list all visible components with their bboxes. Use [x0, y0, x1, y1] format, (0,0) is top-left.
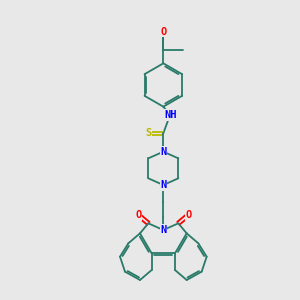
Text: O: O: [185, 210, 191, 220]
Text: N: N: [160, 180, 167, 190]
Text: O: O: [135, 210, 142, 220]
Text: NH: NH: [165, 110, 177, 120]
Text: O: O: [160, 27, 167, 37]
Text: S: S: [145, 128, 152, 138]
Text: N: N: [160, 147, 167, 157]
Text: N: N: [160, 225, 167, 235]
